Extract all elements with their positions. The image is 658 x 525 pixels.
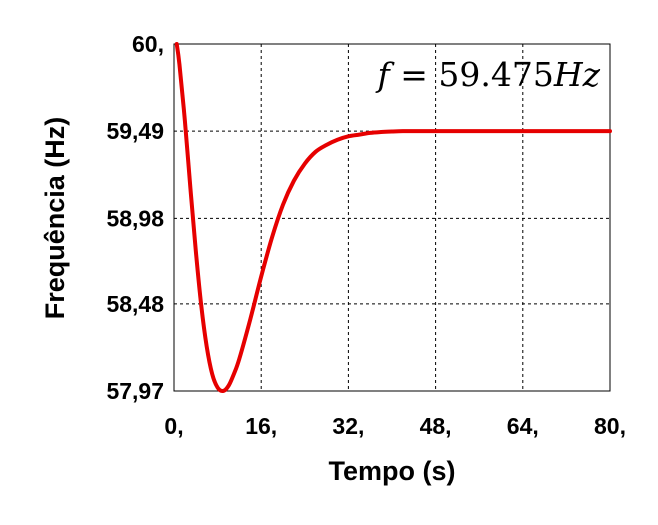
frequency-line-series-0	[174, 42, 612, 394]
x-tick-label-4: 64,	[507, 413, 539, 439]
y-tick-labels: 60, 59,49 58,98 58,48 57,97	[106, 31, 164, 404]
x-tick-label-0: 0,	[164, 413, 183, 439]
x-axis-label: Tempo (s)	[329, 456, 456, 486]
plot-area-border	[173, 43, 611, 392]
y-tick-label-2: 58,98	[106, 205, 164, 231]
x-tick-labels: 0, 16, 32, 48, 64, 80,	[164, 413, 626, 439]
y-tick-label-1: 59,49	[106, 118, 164, 144]
x-tick-label-1: 16,	[245, 413, 277, 439]
annotation-value: 59.475	[438, 55, 553, 94]
y-axis-label: Frequência (Hz)	[40, 117, 70, 320]
y-tick-label-4: 57,97	[106, 378, 164, 404]
frequency-annotation: f = 59.475Hz	[375, 55, 601, 94]
grid	[174, 44, 610, 391]
series-group	[174, 42, 612, 394]
y-tick-label-0: 60,	[132, 31, 164, 57]
x-tick-label-5: 80,	[594, 413, 626, 439]
x-tick-label-2: 32,	[332, 413, 364, 439]
x-tick-label-3: 48,	[420, 413, 452, 439]
y-tick-label-3: 58,48	[106, 291, 164, 317]
annotation-equals: =	[390, 55, 439, 94]
annotation-unit: Hz	[553, 55, 601, 94]
